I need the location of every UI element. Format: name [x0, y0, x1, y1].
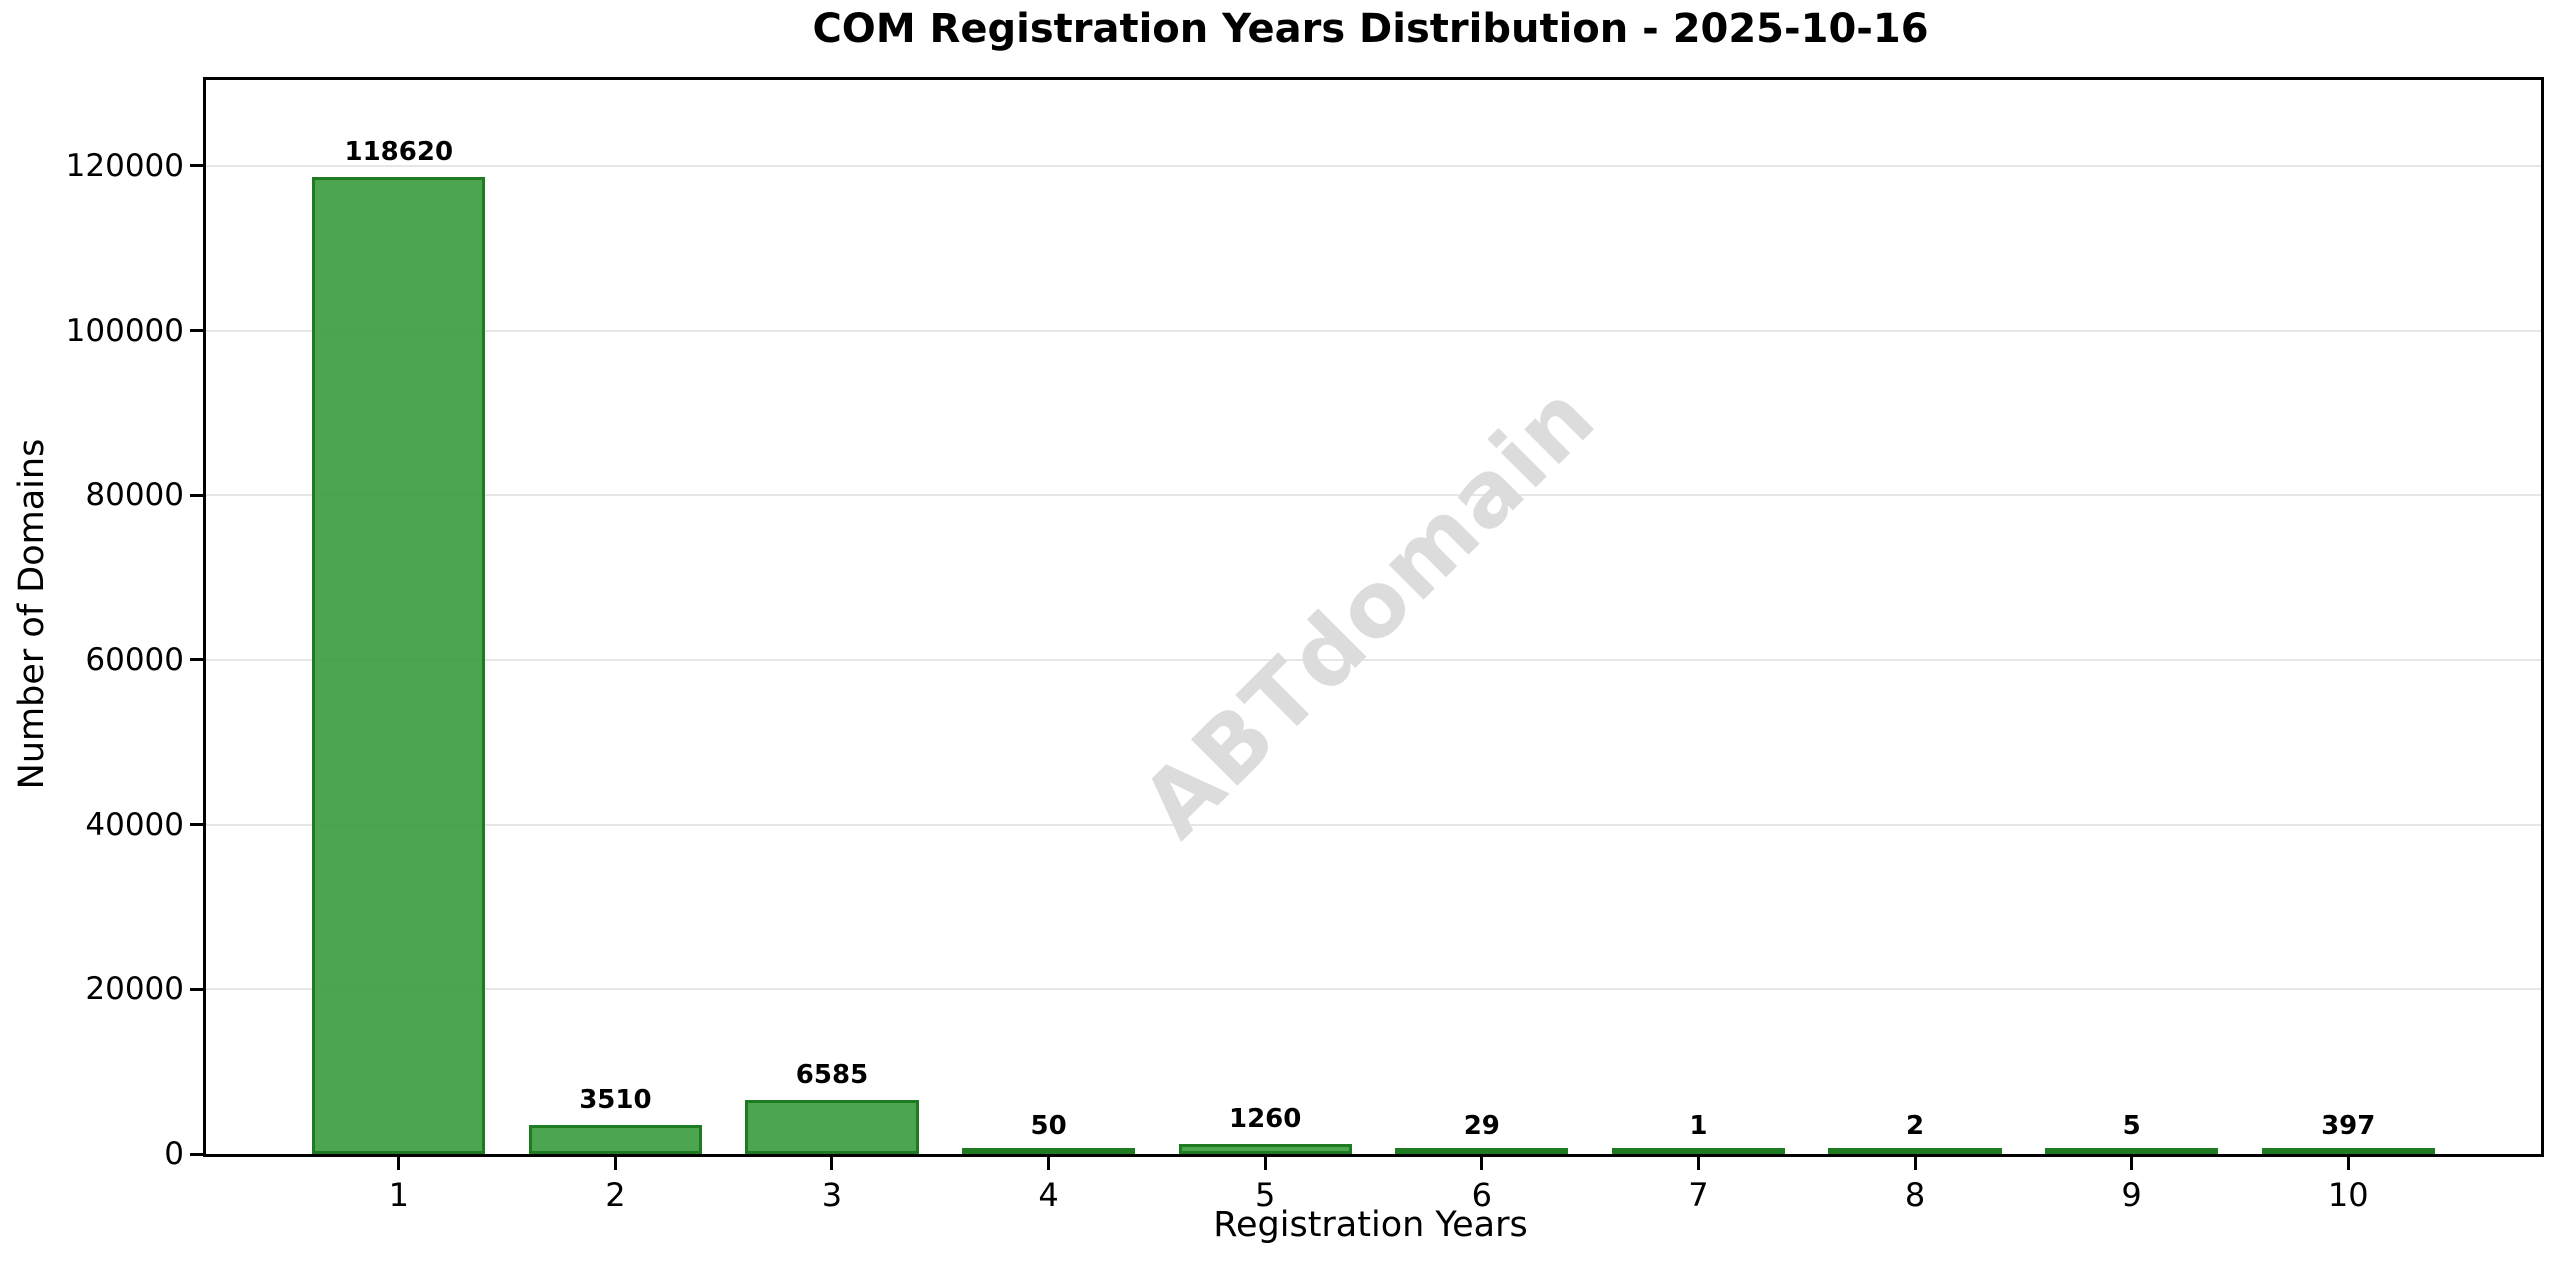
x-tick — [830, 1157, 834, 1170]
y-tick-label: 0 — [164, 1136, 184, 1172]
y-tick-label: 40000 — [85, 806, 184, 843]
chart-title: COM Registration Years Distribution - 20… — [812, 6, 1929, 52]
bar — [2261, 1148, 2435, 1154]
y-tick — [190, 493, 203, 497]
bar-value-label: 5 — [2122, 1111, 2141, 1141]
y-tick-label: 20000 — [85, 971, 184, 1008]
x-tick-label: 6 — [1471, 1176, 1492, 1214]
bar — [745, 1099, 919, 1154]
x-tick — [1913, 1157, 1917, 1170]
x-tick-label: 1 — [388, 1176, 409, 1214]
bar-value-label: 6585 — [795, 1059, 869, 1090]
x-tick-label: 10 — [2327, 1176, 2369, 1214]
y-axis-label: Number of Domains — [12, 438, 52, 790]
x-tick-label: 3 — [821, 1176, 843, 1214]
gridline — [206, 164, 2541, 167]
y-tick — [190, 1152, 203, 1156]
bar — [1178, 1143, 1352, 1154]
y-tick — [190, 164, 203, 168]
x-tick-label: 8 — [1904, 1176, 1926, 1214]
bar-value-label: 3510 — [579, 1085, 652, 1116]
y-tick — [190, 987, 203, 991]
bar-value-label: 1 — [1689, 1111, 1708, 1141]
bar-value-label: 2 — [1905, 1111, 1925, 1141]
x-tick — [1480, 1157, 1484, 1170]
plot-area: 0 20000 40000 60000 80000 100000 120000 118620 1… — [66, 77, 2544, 1214]
bar-value-label: 29 — [1463, 1111, 1500, 1141]
bar — [1611, 1148, 1786, 1154]
x-tick — [2130, 1157, 2134, 1170]
gridline — [206, 988, 2541, 991]
x-tick-label: 5 — [1255, 1176, 1276, 1214]
y-tick-label: 100000 — [65, 312, 184, 349]
gridline — [206, 658, 2541, 661]
y-tick-label: 80000 — [85, 477, 184, 514]
bar — [312, 177, 486, 1154]
x-tick — [1047, 1157, 1051, 1170]
bar-value-label: 397 — [2321, 1110, 2376, 1141]
gridline — [206, 823, 2541, 826]
bar — [1395, 1148, 1569, 1154]
bar-value-label: 118620 — [344, 137, 454, 168]
x-tick-label: 9 — [2121, 1176, 2142, 1214]
x-tick — [397, 1157, 401, 1170]
y-tick-label: 60000 — [85, 641, 184, 678]
x-tick-label: 2 — [605, 1176, 626, 1214]
bar — [2044, 1148, 2219, 1154]
bar-value-label: 50 — [1030, 1111, 1067, 1141]
x-tick — [613, 1157, 617, 1170]
bar — [528, 1125, 703, 1154]
bar — [961, 1148, 1136, 1154]
y-tick — [190, 329, 203, 333]
x-tick — [1696, 1157, 1700, 1170]
x-tick — [1263, 1157, 1267, 1170]
gridline — [206, 494, 2541, 497]
y-tick-label: 120000 — [65, 147, 184, 184]
y-tick — [190, 823, 203, 827]
x-axis-label: Registration Years — [1213, 1205, 1528, 1245]
bar-value-label: 1260 — [1229, 1103, 1302, 1134]
gridline — [206, 329, 2541, 332]
x-tick-label: 7 — [1688, 1176, 1709, 1214]
x-tick-label: 4 — [1038, 1176, 1059, 1214]
bar — [1828, 1148, 2002, 1154]
x-tick — [2346, 1157, 2350, 1170]
y-tick — [190, 658, 203, 662]
